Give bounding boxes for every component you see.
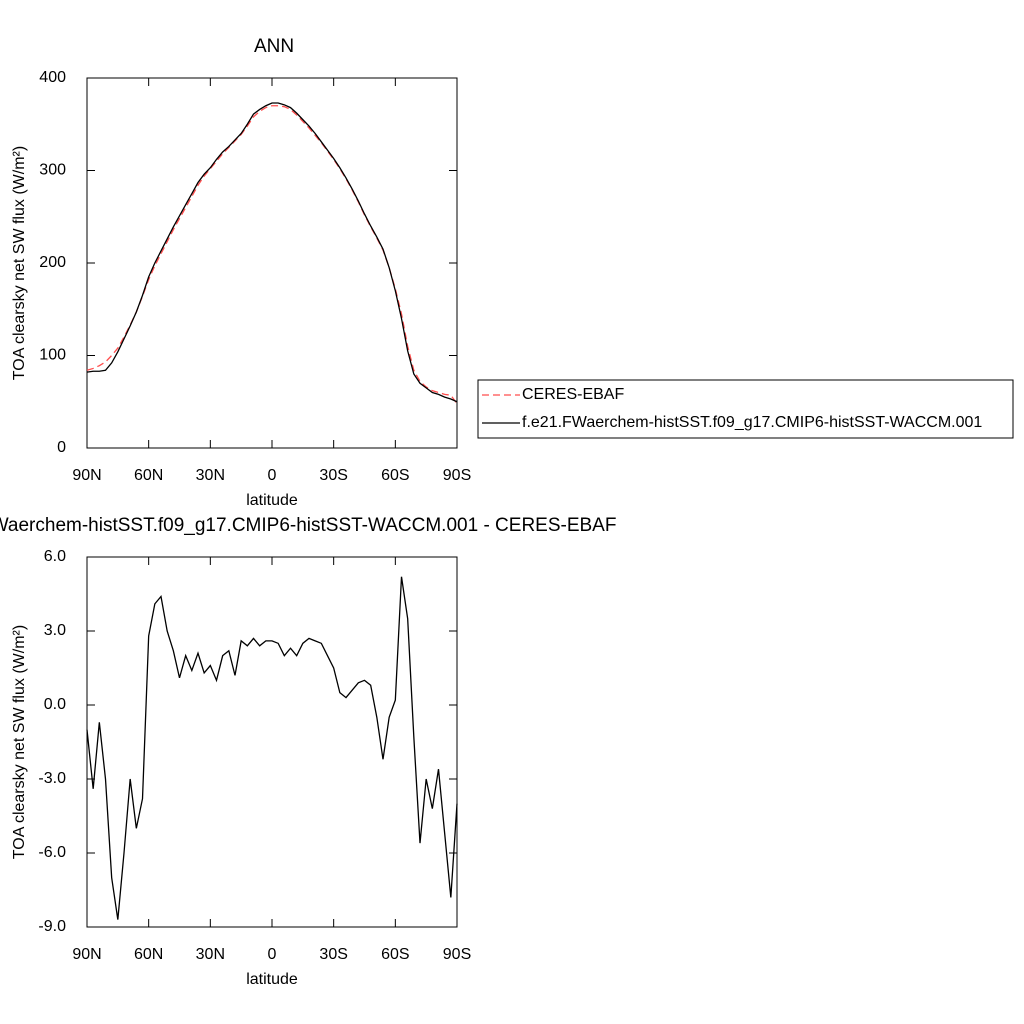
data-line <box>86 576 458 920</box>
x-tick-label: 60N <box>134 946 163 963</box>
plot-frame <box>86 556 458 928</box>
x-tick-label: 0 <box>268 946 277 963</box>
legend-label: f.e21.FWaerchem-histSST.f09_g17.CMIP6-hi… <box>522 414 982 431</box>
x-axis-label: latitude <box>246 492 298 509</box>
x-tick-label: 30N <box>196 946 225 963</box>
y-tick-label: 100 <box>39 347 66 364</box>
y-tick-label: 3.0 <box>44 622 66 639</box>
x-tick-label: 30S <box>319 467 347 484</box>
y-tick-label: 300 <box>39 162 66 179</box>
chart-title: f.e21.FWaerchem-histSST.f09_g17.CMIP6-hi… <box>0 515 616 536</box>
y-tick-label: -9.0 <box>38 918 66 935</box>
y-tick-label: 200 <box>39 254 66 271</box>
chart-title: ANN <box>254 36 294 57</box>
y-tick-label: -6.0 <box>38 844 66 861</box>
y-tick-label: -3.0 <box>38 770 66 787</box>
x-tick-label: 60S <box>381 946 409 963</box>
data-line <box>86 105 458 404</box>
y-tick-label: 0 <box>57 439 66 456</box>
x-tick-label: 30N <box>196 467 225 484</box>
x-axis-label: latitude <box>246 971 298 988</box>
x-tick-label: 90S <box>443 467 471 484</box>
y-tick-label: 400 <box>39 69 66 86</box>
plot-frame <box>86 77 458 449</box>
x-tick-label: 90N <box>72 467 101 484</box>
y-axis-label: TOA clearsky net SW flux (W/m²) <box>11 625 28 859</box>
x-tick-label: 60N <box>134 467 163 484</box>
y-tick-label: 0.0 <box>44 696 66 713</box>
x-tick-label: 90S <box>443 946 471 963</box>
data-line <box>86 102 458 403</box>
x-tick-label: 0 <box>268 467 277 484</box>
x-tick-label: 60S <box>381 467 409 484</box>
x-tick-label: 30S <box>319 946 347 963</box>
x-tick-label: 90N <box>72 946 101 963</box>
y-tick-label: 6.0 <box>44 548 66 565</box>
y-axis-label: TOA clearsky net SW flux (W/m²) <box>11 146 28 380</box>
legend-label: CERES-EBAF <box>522 386 624 403</box>
legend-box <box>477 379 1014 439</box>
